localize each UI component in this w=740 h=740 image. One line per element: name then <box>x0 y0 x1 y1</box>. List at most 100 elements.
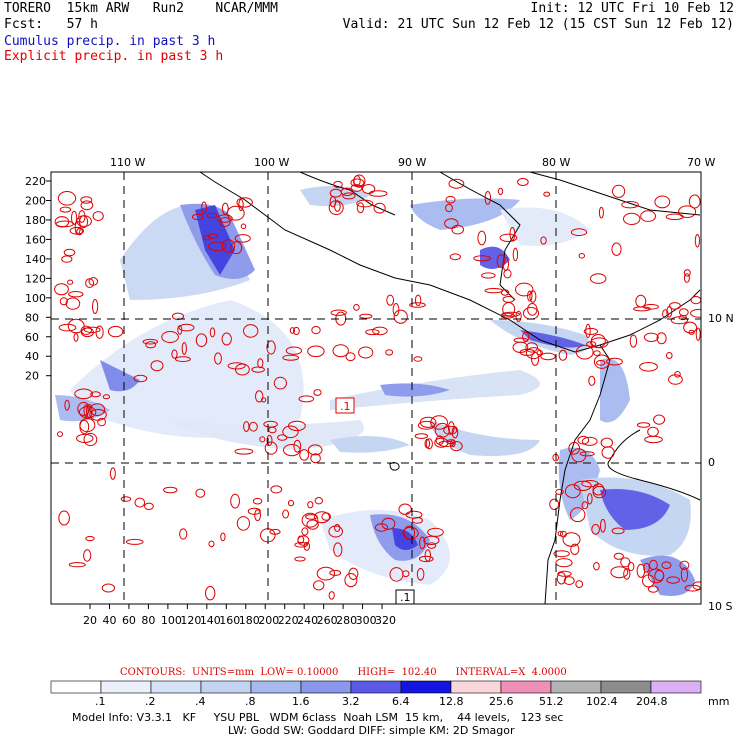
precip-contour <box>588 375 596 386</box>
precip-contour <box>79 418 96 433</box>
precip-contour <box>83 404 89 418</box>
precip-contour <box>282 509 290 519</box>
precip-contour <box>585 323 591 339</box>
precip-contour <box>80 196 93 204</box>
precip-contour <box>640 210 656 222</box>
precip-contour <box>90 391 101 398</box>
precip-contour <box>92 211 104 222</box>
cumulus-label: Cumulus precip. in past 3 h <box>4 34 216 49</box>
precip-contour <box>234 448 254 455</box>
precip-contour <box>438 440 455 447</box>
precip-contour <box>419 536 426 550</box>
precip-contour <box>301 527 309 536</box>
precip-contour <box>171 349 178 359</box>
precip-contour <box>67 279 74 285</box>
precip-contour <box>527 290 533 302</box>
low-marker-label-2: .1 <box>400 591 411 604</box>
precip-contour <box>668 302 681 310</box>
map-fields <box>51 172 701 604</box>
precip-contour <box>177 325 183 335</box>
precip-contour <box>150 360 164 372</box>
precip-contour <box>688 194 701 209</box>
precip-contour <box>206 212 218 219</box>
precip-contour <box>356 199 374 208</box>
y-tick-label: 20 <box>25 370 39 383</box>
precip-contour <box>593 350 601 356</box>
x-tick-label: 260 <box>317 614 338 627</box>
precip-contour <box>473 255 492 262</box>
right-lat-label: 0 <box>708 456 715 469</box>
precip-contour <box>665 213 684 221</box>
precip-contour <box>293 326 300 336</box>
precip-contour <box>328 591 335 600</box>
precip-contour <box>329 188 342 198</box>
precip-contour <box>195 333 208 348</box>
precip-contour <box>596 360 606 366</box>
colorbar-label: 1.6 <box>292 695 310 708</box>
precip-contour <box>348 567 359 580</box>
colorbar-swatch <box>350 680 402 694</box>
precip-contour <box>649 559 658 571</box>
precip-contour <box>581 501 589 510</box>
colorbar-label: 6.4 <box>392 695 410 708</box>
precip-contour <box>314 497 323 505</box>
precip-contour <box>64 399 70 411</box>
precip-contour <box>592 485 607 499</box>
precip-contour <box>235 363 250 376</box>
precip-contour <box>350 184 363 192</box>
colorbar-swatch <box>600 680 652 694</box>
precip-contour <box>690 296 701 305</box>
precip-contour <box>333 542 343 557</box>
precip-contour <box>414 294 422 306</box>
precip-contour <box>226 205 245 221</box>
precip-contour <box>236 197 253 208</box>
precip-contour <box>83 326 101 333</box>
precip-contour <box>78 406 97 419</box>
right-lat-label: 10 S <box>708 600 732 613</box>
top-lon-label: 100 W <box>254 156 289 169</box>
y-tick-label: 80 <box>25 311 39 324</box>
precip-contour <box>161 331 179 343</box>
x-tick-label: 60 <box>122 614 136 627</box>
colorbar-label: .2 <box>145 695 156 708</box>
precip-contour <box>332 344 349 358</box>
precip-contour <box>310 453 321 464</box>
precip-contour <box>238 198 244 212</box>
precip-contour <box>261 397 267 403</box>
precip-contour <box>313 389 322 396</box>
precip-contour <box>666 576 680 584</box>
precip-contour <box>59 206 72 213</box>
valid-time: Valid: 21 UTC Sun 12 Feb 12 (15 CST Sun … <box>342 17 734 32</box>
x-tick-label: 120 <box>180 614 201 627</box>
precip-contour <box>227 362 246 370</box>
precip-contour <box>642 574 655 588</box>
colorbar-swatch <box>450 680 502 694</box>
precip-contour <box>247 507 261 515</box>
precip-contour <box>80 200 94 211</box>
precip-contour <box>536 350 543 356</box>
x-tick-label: 300 <box>356 614 377 627</box>
colorbar-label: 3.2 <box>342 695 360 708</box>
precip-contour <box>543 191 551 197</box>
precip-contour <box>76 215 92 227</box>
precip-contour <box>647 585 659 593</box>
precip-contour <box>54 216 70 228</box>
precip-contour <box>285 346 302 355</box>
y-tick-label: 120 <box>25 272 46 285</box>
precip-contour <box>257 358 264 369</box>
x-tick-label: 320 <box>375 614 396 627</box>
precip-contour <box>540 352 556 361</box>
precip-contour <box>243 324 259 338</box>
precip-contour <box>330 309 347 316</box>
precip-contour <box>85 536 95 542</box>
precip-contour <box>502 296 515 303</box>
precip-contour <box>598 206 604 219</box>
y-tick-label: 180 <box>25 214 46 227</box>
explicit-label: Explicit precip. in past 3 h <box>4 49 224 64</box>
colorbar-swatch <box>50 680 102 694</box>
precip-contour <box>356 202 365 214</box>
colorbar-label: .1 <box>95 695 106 708</box>
precip-contour <box>73 333 79 342</box>
precip-contour <box>142 338 159 345</box>
